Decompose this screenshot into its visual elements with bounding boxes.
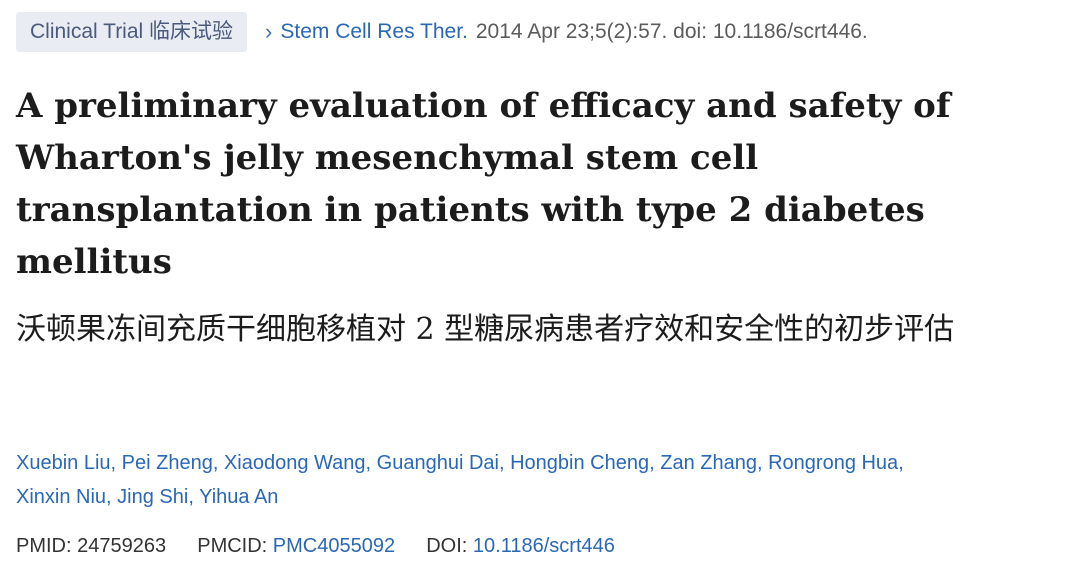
article-title-translation: 沃顿果冻间充质干细胞移植对 2 型糖尿病患者疗效和安全性的初步评估 xyxy=(16,312,955,347)
author-link[interactable]: Rongrong Hua xyxy=(768,452,899,474)
doi-label: DOI: xyxy=(426,535,468,557)
author-link[interactable]: Xinxin Niu xyxy=(16,486,107,508)
author-list: Xuebin Liu, Pei Zheng, Xiaodong Wang, Gu… xyxy=(16,452,904,508)
doi-link[interactable]: 10.1186/scrt446 xyxy=(472,535,615,557)
pmid-value: 24759263 xyxy=(77,535,167,557)
chevron-right-icon: › xyxy=(265,19,273,44)
author-link[interactable]: Zan Zhang xyxy=(660,452,757,474)
pmid-label: PMID: xyxy=(16,535,72,557)
journal-link[interactable]: Stem Cell Res Ther. xyxy=(280,20,468,43)
author-link[interactable]: Guanghui Dai xyxy=(376,452,499,474)
article-type-badge: Clinical Trial 临床试验 xyxy=(16,12,248,52)
citation-bar: Clinical Trial 临床试验 › Stem Cell Res Ther… xyxy=(16,12,868,52)
identifiers-row: PMID: 24759263 PMCID: PMC4055092 DOI: 10… xyxy=(16,532,615,560)
author-link[interactable]: Yihua An xyxy=(199,486,279,508)
citation-text: 2014 Apr 23;5(2):57. doi: 10.1186/scrt44… xyxy=(475,20,868,43)
author-link[interactable]: Xuebin Liu xyxy=(16,452,111,474)
author-link[interactable]: Jing Shi xyxy=(117,486,189,508)
pmcid-link[interactable]: PMC4055092 xyxy=(272,535,396,557)
author-link[interactable]: Hongbin Cheng xyxy=(510,452,650,474)
pmcid-label: PMCID: xyxy=(197,535,268,557)
author-link[interactable]: Pei Zheng xyxy=(121,452,213,474)
author-link[interactable]: Xiaodong Wang xyxy=(223,452,366,474)
article-title: A preliminary evaluation of efficacy and… xyxy=(16,86,951,282)
